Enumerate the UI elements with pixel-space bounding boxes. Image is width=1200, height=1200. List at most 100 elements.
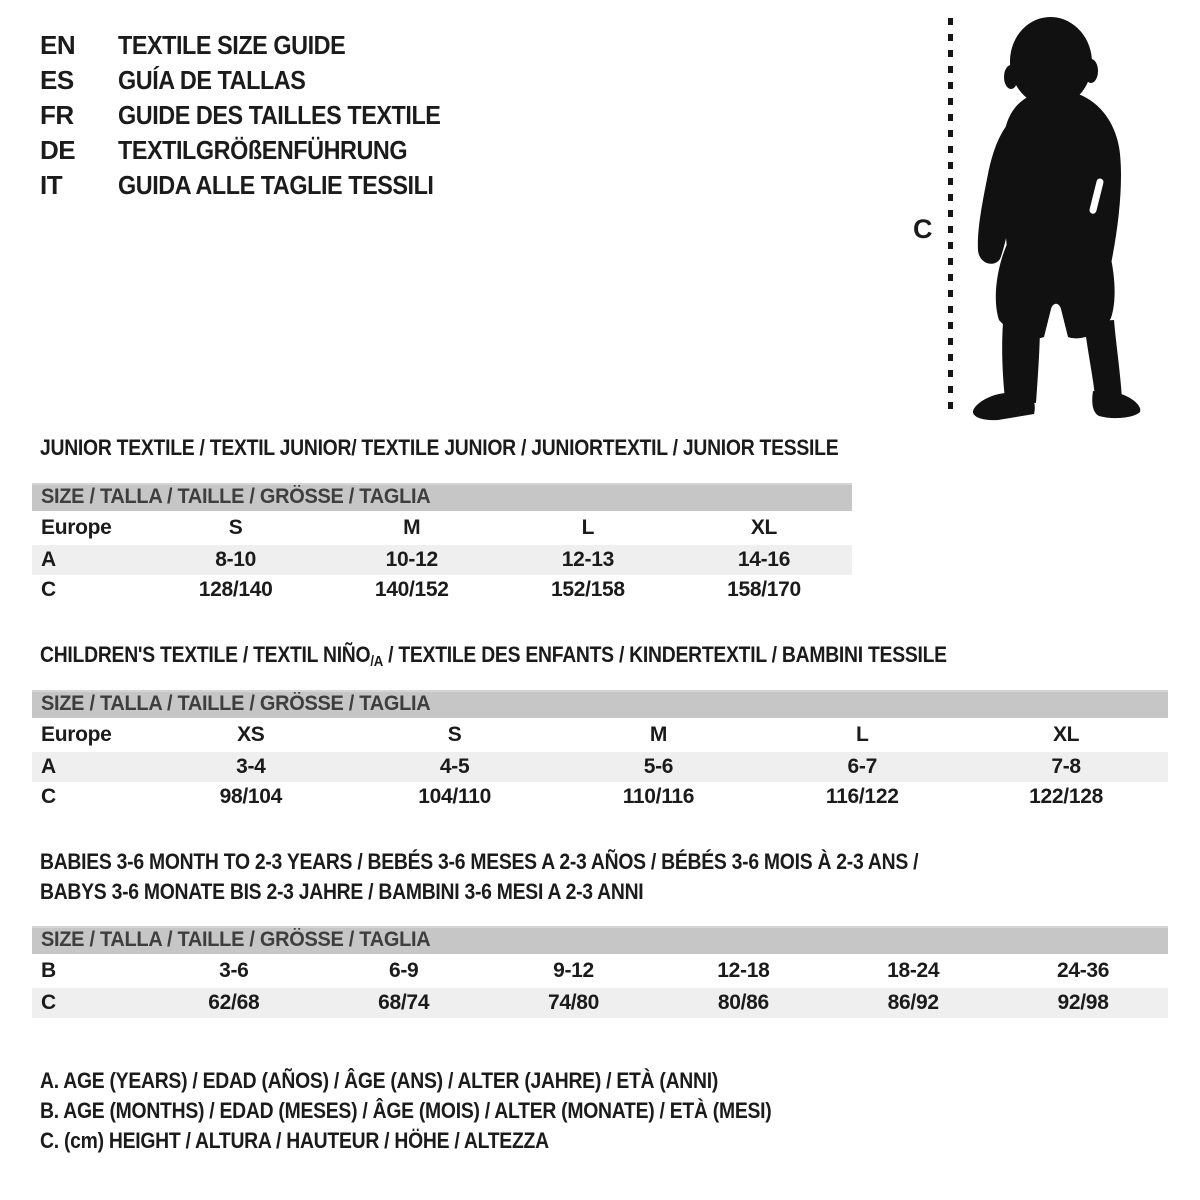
height-measure-label: C [913,214,933,244]
guide-title-de: TEXTILGRÖßENFÜHRUNG [118,135,408,165]
table-row-months: B 3-6 6-9 9-12 12-18 18-24 24-36 [32,954,1168,988]
legend-line-b: B. AGE (MONTHS) / EDAD (MESES) / ÂGE (MO… [40,1096,871,1126]
legend-line-c: C. (cm) HEIGHT / ALTURA / HAUTEUR / HÖHE… [40,1126,871,1156]
size-header-label: SIZE / TALLA / TAILLE / GRÖSSE / TAGLIA [41,692,431,715]
size-cell: M [403,516,421,539]
size-cell: XL [1052,723,1080,746]
language-code: IT [40,170,63,200]
row-label: A [41,755,56,778]
table-row-height: C 62/68 68/74 74/80 80/86 86/92 92/98 [32,988,1168,1018]
size-cell: S [228,516,243,539]
row-label: A [41,548,56,571]
height-cell: 86/92 [887,991,939,1014]
height-cell: 140/152 [374,578,449,601]
children-title-text: CHILDREN'S TEXTILE / TEXTIL NIÑO/A / TEX… [40,641,947,676]
guide-title-it: GUIDA ALLE TAGLIE TESSILI [118,170,434,200]
children-title-subscript: /A [370,653,383,670]
guide-title-en: TEXTILE SIZE GUIDE [118,30,346,60]
size-cell: XS [237,723,265,746]
size-cell: S [447,723,462,746]
age-cell: 14-16 [737,548,791,571]
legend-b-text: B. AGE (MONTHS) / EDAD (MESES) / ÂGE (MO… [40,1098,772,1123]
legend-a-text: A. AGE (YEARS) / EDAD (AÑOS) / ÂGE (ANS)… [40,1068,719,1093]
age-cell: 8-10 [215,548,257,571]
height-cell: 110/116 [622,785,695,808]
size-header-label: SIZE / TALLA / TAILLE / GRÖSSE / TAGLIA [41,485,431,508]
table-row-height: C 128/140 140/152 152/158 158/170 [32,575,852,605]
height-cell: 98/104 [219,785,283,808]
height-cell: 80/86 [717,991,769,1014]
age-cell: 7-8 [1051,755,1081,778]
table-row-age: A 8-10 10-12 12-13 14-16 [32,545,852,575]
language-code: EN [40,30,76,60]
age-cell: 4-5 [439,755,470,778]
junior-section-title: JUNIOR TEXTILE / TEXTIL JUNIOR/ TEXTILE … [40,434,947,462]
height-cell: 104/110 [418,785,491,808]
height-cell: 92/98 [1057,991,1109,1014]
age-cell: 5-6 [643,755,674,778]
height-cell: 152/158 [550,578,625,601]
size-header-label: SIZE / TALLA / TAILLE / GRÖSSE / TAGLIA [41,928,431,951]
row-label: C [41,578,56,601]
size-header-bar: SIZE / TALLA / TAILLE / GRÖSSE / TAGLIA [32,483,852,511]
table-row-europe: Europe XS S M L XL [32,718,1168,752]
babies-title-text-line1: BABIES 3-6 MONTH TO 2-3 YEARS / BEBÉS 3-… [40,849,919,874]
size-cell: M [649,723,668,746]
height-figure: C [905,12,1175,427]
babies-title-text-line2: BABYS 3-6 MONATE BIS 2-3 JAHRE / BAMBINI… [40,879,644,904]
months-cell: 24-36 [1056,959,1110,982]
table-row-europe: Europe S M L XL [32,511,852,545]
babies-size-table: SIZE / TALLA / TAILLE / GRÖSSE / TAGLIA … [32,926,1168,1018]
row-label: Europe [41,723,112,746]
language-row-de: DE TEXTILGRÖßENFÜHRUNG [40,133,476,168]
children-title-part2: / TEXTILE DES ENFANTS / KINDERTEXTIL / B… [382,642,947,667]
measure-legend: A. AGE (YEARS) / EDAD (AÑOS) / ÂGE (ANS)… [40,1066,871,1156]
table-row-height: C 98/104 104/110 110/116 116/122 122/128 [32,782,1168,812]
height-dashed-line [948,18,953,418]
size-cell: XL [750,516,778,539]
language-code: DE [40,135,76,165]
height-cell: 128/140 [198,578,273,601]
babies-section-title-line1: BABIES 3-6 MONTH TO 2-3 YEARS / BEBÉS 3-… [40,848,1038,876]
language-row-es: ES GUÍA DE TALLAS [40,63,476,98]
age-cell: 10-12 [385,548,439,571]
language-code: ES [40,65,74,95]
height-cell: 122/128 [1029,785,1103,808]
guide-title-es: GUÍA DE TALLAS [118,65,306,95]
age-cell: 6-7 [847,755,878,778]
children-section-title: CHILDREN'S TEXTILE / TEXTIL NIÑO/A / TEX… [40,641,1070,676]
junior-title-text: JUNIOR TEXTILE / TEXTIL JUNIOR/ TEXTILE … [40,435,839,460]
children-size-table: SIZE / TALLA / TAILLE / GRÖSSE / TAGLIA … [32,690,1168,812]
legend-line-a: A. AGE (YEARS) / EDAD (AÑOS) / ÂGE (ANS)… [40,1066,871,1096]
guide-title-fr: GUIDE DES TAILLES TEXTILE [118,100,441,130]
row-label: C [41,991,56,1014]
height-cell: 116/122 [825,785,899,808]
months-cell: 6-9 [388,959,419,982]
months-cell: 3-6 [219,959,249,982]
row-label: B [41,959,56,982]
table-row-age: A 3-4 4-5 5-6 6-7 7-8 [32,752,1168,782]
age-cell: 3-4 [236,755,266,778]
size-header-bar: SIZE / TALLA / TAILLE / GRÖSSE / TAGLIA [32,926,1168,954]
size-cell: L [855,723,869,746]
language-row-en: EN TEXTILE SIZE GUIDE [40,28,476,63]
height-cell: 62/68 [208,991,260,1014]
junior-size-table: SIZE / TALLA / TAILLE / GRÖSSE / TAGLIA … [32,483,852,605]
height-cell: 68/74 [378,991,430,1014]
age-cell: 12-13 [561,548,615,571]
language-row-fr: FR GUIDE DES TAILLES TEXTILE [40,98,476,133]
row-label: Europe [41,516,112,539]
toddler-silhouette-icon [972,17,1141,421]
height-cell: 158/170 [727,578,801,601]
legend-c-text: C. (cm) HEIGHT / ALTURA / HAUTEUR / HÖHE… [40,1128,549,1153]
babies-section-title-line2: BABYS 3-6 MONATE BIS 2-3 JAHRE / BAMBINI… [40,878,726,906]
language-list: EN TEXTILE SIZE GUIDE ES GUÍA DE TALLAS … [40,28,476,203]
size-header-bar: SIZE / TALLA / TAILLE / GRÖSSE / TAGLIA [32,690,1168,718]
months-cell: 9-12 [553,959,594,982]
height-cell: 74/80 [547,991,600,1014]
children-title-part1: CHILDREN'S TEXTILE / TEXTIL NIÑO [40,642,371,667]
language-row-it: IT GUIDA ALLE TAGLIE TESSILI [40,168,476,203]
months-cell: 12-18 [717,959,770,982]
language-code: FR [40,100,74,130]
